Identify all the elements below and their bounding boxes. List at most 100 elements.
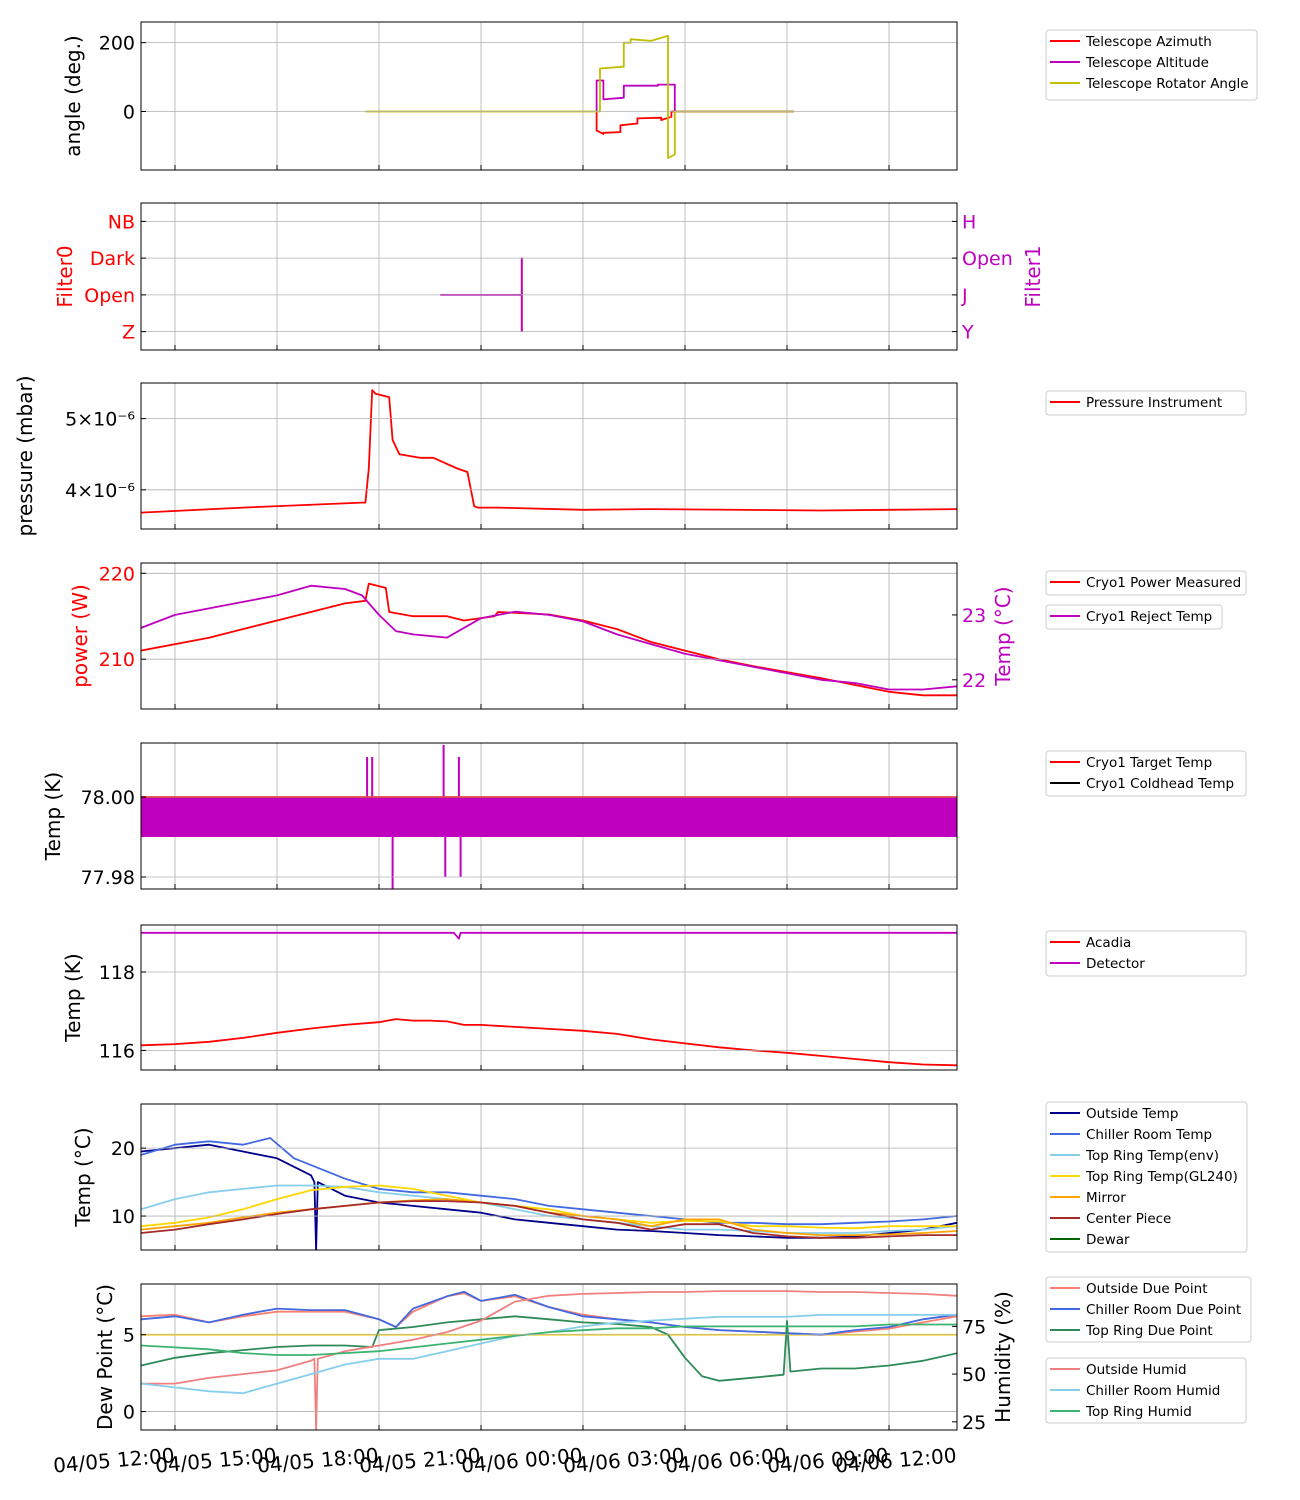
y-axis-label: Temp (°C) <box>991 586 1015 686</box>
panel-cryo_temp: 77.98 78.00 Temp (K) <box>41 742 958 890</box>
panel-frame <box>140 1103 958 1251</box>
legend-label: Top Ring Temp(GL240) <box>1085 1169 1238 1185</box>
series-outside-humid <box>141 1290 957 1430</box>
panel-filter: Z Open Dark NB YJ Open H Filter0 Filter1 <box>53 202 1045 351</box>
y-tick-label-right: 75 <box>962 1316 986 1338</box>
panel-pressure: 4×10⁻⁶ 5×10⁻⁶ pressure (mbar) <box>13 375 958 537</box>
y-tick-label: 116 <box>99 1040 135 1062</box>
legend-label: Cryo1 Reject Temp <box>1086 609 1212 625</box>
legend-cryo_temp: Cryo1 Target Temp Cryo1 Coldhead Temp <box>1045 750 1247 797</box>
y-tick-label-right: 23 <box>962 605 986 627</box>
panel-dewpoint: 0 5 25 50 75 Dew Point (°C) Humidity (%) <box>93 1283 1015 1434</box>
y-axis-label: Humidity (%) <box>991 1291 1015 1423</box>
series-chiller-room-due-point <box>141 1290 957 1336</box>
y-tick-label: Z <box>122 322 135 344</box>
legend-box <box>1045 1101 1248 1253</box>
y-tick-label: 77.98 <box>81 867 135 889</box>
legend-label: Chiller Room Due Point <box>1086 1302 1241 1318</box>
y-axis-label: Temp (°C) <box>71 1127 95 1227</box>
series-outside-due-point <box>141 1292 957 1336</box>
y-axis-label: Filter1 <box>1021 245 1045 307</box>
legend-label: Acadia <box>1086 935 1131 951</box>
legend-label: Cryo1 Coldhead Temp <box>1086 776 1234 792</box>
y-tick-label-right: Y <box>961 322 974 344</box>
y-tick-label: 0 <box>123 101 135 123</box>
legend-box <box>1045 750 1247 797</box>
y-tick-label: 0 <box>123 1402 135 1424</box>
legend-label: Cryo1 Power Measured <box>1086 575 1241 591</box>
legend-label: Center Piece <box>1086 1211 1171 1227</box>
plot-area <box>141 389 957 514</box>
y-tick-label: 5 <box>123 1325 135 1347</box>
plot-area <box>141 1137 957 1250</box>
legend-box <box>1045 604 1223 630</box>
legend-label: Outside Temp <box>1086 1106 1178 1122</box>
legend-label: Chiller Room Humid <box>1086 1383 1220 1399</box>
series-telescope-rotator-angle <box>365 34 794 159</box>
y-tick-label: NB <box>108 211 135 233</box>
panel-frame <box>140 742 958 890</box>
plot-area <box>141 931 957 1067</box>
y-tick-label: Dark <box>90 248 135 270</box>
panel-angle: 0 200 angle (deg.) <box>61 21 958 171</box>
y-tick-label: 20 <box>111 1138 135 1160</box>
y-tick-label: 118 <box>99 962 135 984</box>
legend-box <box>1045 1276 1252 1343</box>
series-chiller-room-temp <box>141 1137 957 1226</box>
y-axis-label: Temp (K) <box>61 953 85 1042</box>
series-center-piece <box>141 1200 957 1239</box>
y-tick-label-right: J <box>961 285 968 307</box>
legend-label: Outside Due Point <box>1086 1281 1208 1297</box>
series-acadia <box>141 1018 957 1067</box>
series-telescope-altitude <box>595 79 794 113</box>
y-axis-label: pressure (mbar) <box>13 375 37 536</box>
panel-frame <box>140 924 958 1071</box>
y-tick-label: 220 <box>99 563 135 585</box>
series-top-ring-due-point <box>141 1315 957 1382</box>
legend-label: Outside Humid <box>1086 1362 1187 1378</box>
plot-area <box>141 1290 957 1430</box>
legend-label: Telescope Rotator Angle <box>1085 76 1249 92</box>
series-pressure-instrument <box>141 389 957 514</box>
y-tick-label: Open <box>84 285 135 307</box>
legend-label: Top Ring Humid <box>1085 1404 1192 1420</box>
series-cryo1-reject-temp <box>141 584 957 691</box>
legend-label: Detector <box>1086 956 1145 972</box>
series-detector <box>141 931 957 940</box>
panel-frame <box>140 1283 958 1431</box>
y-axis-label: Filter0 <box>53 245 77 307</box>
y-tick-label: 5×10⁻⁶ <box>65 409 135 431</box>
y-tick-label-right: 22 <box>962 670 986 692</box>
legend-label: Pressure Instrument <box>1086 395 1222 411</box>
y-tick-label: 10 <box>111 1206 135 1228</box>
panel-env_temp: 10 20 Temp (°C) <box>71 1103 958 1251</box>
legend-box <box>1045 570 1247 596</box>
y-axis-label: Dew Point (°C) <box>93 1284 117 1430</box>
legend-label: Telescope Altitude <box>1085 55 1209 71</box>
legend-label: Cryo1 Target Temp <box>1086 755 1212 771</box>
panel-frame <box>140 382 958 530</box>
legend-label: Top Ring Temp(env) <box>1085 1148 1219 1164</box>
legend-box <box>1045 29 1258 101</box>
legend-dewpoint: Outside Due Point Chiller Room Due Point T… <box>1045 1276 1252 1343</box>
legend-cryo_power: Cryo1 Power Measured <box>1045 570 1247 596</box>
panel-frame <box>140 562 958 710</box>
y-tick-label-right: 50 <box>962 1364 986 1386</box>
y-tick-label-right: Open <box>962 248 1013 270</box>
legend-label: Chiller Room Temp <box>1086 1127 1212 1143</box>
legend-angle: Telescope Azimuth Telescope Altitude Teles… <box>1045 29 1258 101</box>
legend-cryo_power-1: Cryo1 Reject Temp <box>1045 604 1223 630</box>
plot-area <box>141 582 957 697</box>
y-tick-label: 200 <box>99 33 135 55</box>
legend-label: Mirror <box>1086 1190 1126 1206</box>
y-tick-label: 210 <box>99 649 135 671</box>
series-telescope-azimuth <box>595 110 794 135</box>
legend-box <box>1045 1357 1247 1424</box>
series-cryo1-coldhead-temp <box>141 797 957 837</box>
y-axis-label: angle (deg.) <box>61 35 85 157</box>
panel-cryo_power: 210 220 22 23 power (W) Temp (°C) <box>68 562 1015 710</box>
series-top-ring-humid <box>141 1323 957 1356</box>
legend-pressure: Pressure Instrument <box>1045 390 1247 416</box>
